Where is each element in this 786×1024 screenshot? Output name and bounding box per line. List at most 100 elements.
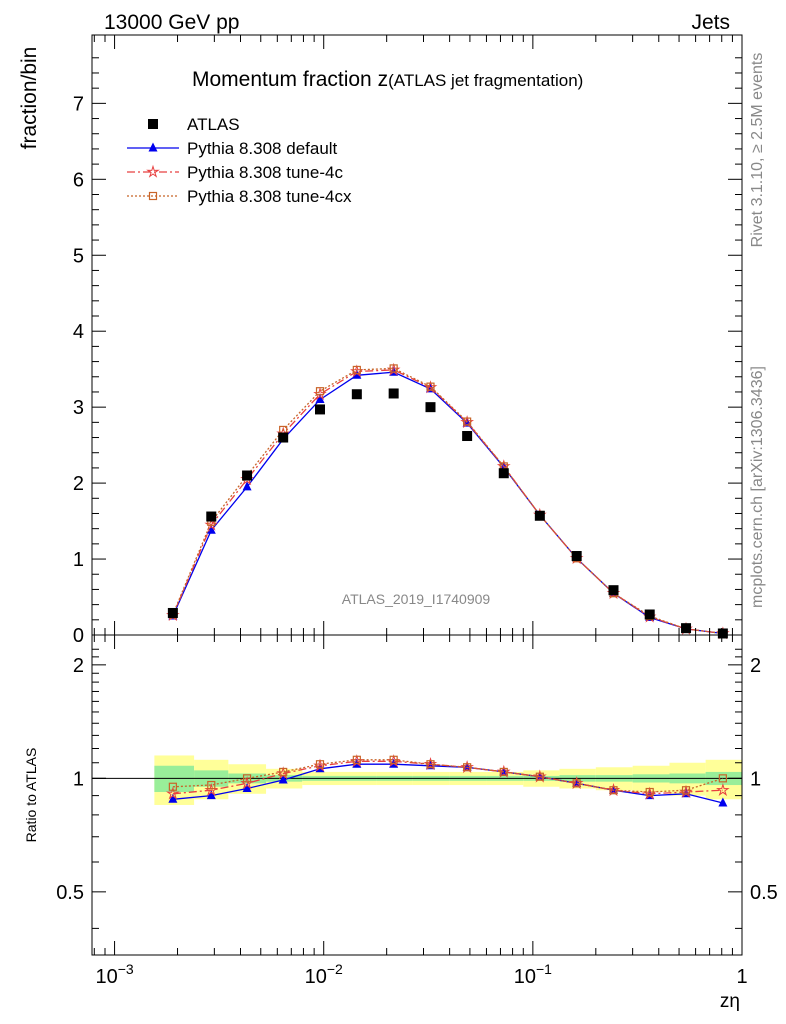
ratio-point: [426, 760, 435, 769]
main-series-line: [172, 367, 723, 635]
ratio-y-tick-labels: 0.5 0.5 1 1 2 2: [56, 655, 778, 904]
ratio-y-tick-label-right: 0.5: [750, 882, 778, 904]
legend-label: Pythia 8.308 tune-4c: [187, 163, 343, 182]
ratio-point: [572, 779, 581, 788]
ratio-y-tick-label: 1: [73, 768, 84, 790]
main-point: [315, 387, 325, 396]
ratio-y-tick-label: 0.5: [56, 882, 84, 904]
ratio-point: [463, 763, 472, 772]
ratio-point: [609, 786, 618, 795]
x-tick-label: 10−3: [95, 961, 133, 988]
ratio-point: [645, 787, 654, 797]
ratio-uncertainty-bands: [154, 755, 742, 805]
ratio-point: [718, 774, 727, 783]
main-y-tick-label: 5: [73, 245, 84, 267]
ratio-point: [681, 786, 691, 795]
main-point: [352, 365, 361, 375]
main-point: [388, 388, 399, 399]
main-chart-title-sub: (ATLAS jet fragmentation): [388, 71, 583, 90]
main-point: [425, 402, 436, 413]
ratio-y-axis-label: Ratio to ATLAS: [23, 748, 39, 843]
main-y-tick-label: 0: [73, 625, 84, 647]
main-point: [351, 389, 362, 400]
ratio-point: [278, 774, 288, 784]
main-y-tick-label: 7: [73, 93, 84, 115]
main-y-tick-label: 6: [73, 169, 84, 191]
main-panel: 0 1 2 3 4 5 6 7 fraction/bin Momentum fraction …: [18, 34, 743, 647]
ratio-point: [718, 797, 728, 807]
ratio-series-line: [172, 760, 723, 795]
ratio-series-line: [172, 763, 724, 804]
ratio-axis-ticks: [92, 635, 743, 955]
main-point: [462, 431, 473, 442]
main-y-tick-label: 4: [73, 321, 84, 343]
legend-label: ATLAS: [187, 115, 240, 134]
legend-entry: ATLAS: [148, 115, 240, 134]
main-point: [498, 468, 509, 479]
legend-marker: [146, 164, 160, 178]
main-point: [463, 417, 472, 426]
main-chart-title-main: Momentum fraction z: [192, 68, 388, 91]
legend-label: Pythia 8.308 default: [187, 139, 338, 158]
x-axis-label: zη: [720, 991, 740, 1012]
ratio-point: [716, 782, 730, 797]
rivet-label: Rivet 3.1.10, ≥ 2.5M events: [749, 53, 766, 248]
legend-entry: Pythia 8.308 default: [127, 139, 338, 158]
ratio-point: [165, 786, 180, 800]
ratio-y-tick-label: 2: [73, 655, 84, 677]
ratio-point: [206, 790, 216, 800]
ratio-point: [499, 767, 508, 777]
ratio-point: [389, 755, 398, 764]
analysis-watermark: ATLAS_2019_I1740909: [342, 591, 491, 607]
legend: ATLAS Pythia 8.308 default Pythia 8.308 tu…: [127, 115, 352, 206]
ratio-point: [535, 772, 544, 781]
main-point: [681, 623, 692, 634]
ratio-point: [168, 782, 177, 791]
header-energy: 13000 GeV pp: [104, 11, 239, 34]
main-point: [717, 628, 728, 639]
main-point: [352, 369, 362, 379]
ratio-series-line: [172, 759, 724, 793]
main-point: [315, 404, 326, 415]
main-chart-title: Momentum fraction z(ATLAS jet fragmentat…: [192, 68, 583, 91]
main-point: [315, 394, 325, 404]
ratio-panel: 0.5 0.51 12 2 10−3 10−2 10−1 1 Ratio to ATLAS …: [23, 634, 778, 1012]
main-point: [534, 510, 545, 521]
ratio-band-inner: [154, 765, 195, 793]
x-tick-labels: 10−3 10−2 10−1 1: [95, 961, 747, 988]
main-y-tick-label: 2: [73, 473, 84, 495]
ratio-point: [315, 760, 325, 769]
ratio-y-tick-label-right: 2: [750, 655, 761, 677]
main-y-tick-label: 3: [73, 397, 84, 419]
ratio-point: [242, 782, 252, 792]
main-point: [426, 382, 435, 391]
main-point: [571, 551, 582, 562]
main-y-axis-label: fraction/bin: [18, 47, 41, 150]
main-point: [389, 364, 398, 373]
ratio-point: [242, 774, 252, 783]
main-point: [278, 432, 289, 443]
main-point: [608, 585, 619, 596]
ratio-point: [352, 755, 361, 764]
ratio-y-tick-label-right: 1: [750, 768, 761, 790]
main-y-tick-labels: 0 1 2 3 4 5 6 7: [73, 93, 84, 647]
main-point: [242, 470, 253, 481]
ratio-point: [168, 793, 178, 803]
ratio-point: [279, 767, 288, 777]
main-point: [242, 481, 252, 491]
ratio-frame: [91, 634, 743, 956]
mcplots-label: mcplots.cern.ch [arXiv:1306.3436]: [749, 366, 766, 608]
ratio-series-pythia-8-308-tune-4cx: [168, 755, 727, 797]
legend-entry: Pythia 8.308 tune-4cx: [127, 187, 352, 206]
legend-entry: Pythia 8.308 tune-4c: [127, 163, 343, 182]
legend-marker: [148, 119, 158, 129]
x-tick-label: 10−2: [305, 961, 343, 988]
legend-marker: [148, 191, 158, 201]
legend-marker: [148, 142, 158, 152]
x-tick-label: 10−1: [514, 961, 552, 988]
main-point: [167, 607, 178, 618]
main-point: [206, 511, 217, 522]
x-tick-label: 1: [736, 966, 747, 988]
main-y-tick-label: 1: [73, 549, 84, 571]
